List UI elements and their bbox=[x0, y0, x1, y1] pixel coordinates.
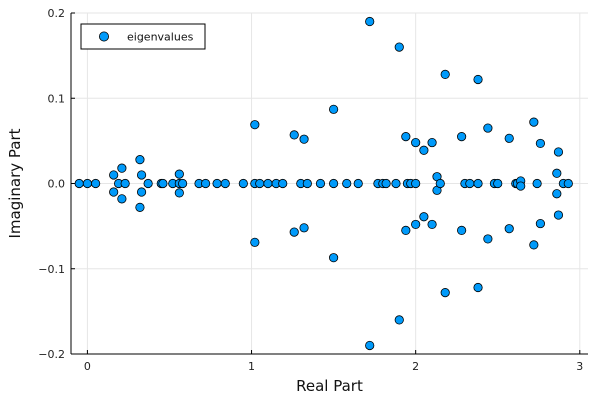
data-point bbox=[493, 178, 503, 189]
data-point bbox=[329, 178, 339, 189]
data-point bbox=[135, 155, 145, 165]
data-point bbox=[178, 178, 188, 189]
data-point bbox=[143, 178, 153, 189]
data-point bbox=[302, 178, 312, 189]
data-point bbox=[411, 137, 421, 148]
data-point bbox=[200, 178, 211, 189]
data-point bbox=[483, 234, 493, 244]
x-tick-label: 3 bbox=[576, 360, 583, 373]
data-point bbox=[553, 147, 564, 157]
data-point bbox=[289, 130, 299, 140]
data-point bbox=[136, 170, 147, 180]
data-point bbox=[535, 138, 546, 149]
data-point bbox=[117, 194, 127, 204]
data-point bbox=[473, 282, 483, 293]
legend-label: eigenvalues bbox=[127, 31, 194, 44]
data-point bbox=[473, 74, 483, 85]
data-point bbox=[289, 227, 299, 237]
data-point bbox=[529, 117, 539, 127]
data-point bbox=[250, 120, 260, 130]
data-point bbox=[457, 132, 467, 142]
axes bbox=[70, 12, 588, 355]
data-point bbox=[315, 178, 326, 189]
data-point bbox=[365, 340, 375, 351]
data-point bbox=[174, 169, 184, 179]
data-point bbox=[552, 189, 562, 199]
y-tick-label: −0.1 bbox=[38, 263, 65, 276]
data-point bbox=[74, 178, 84, 189]
legend: eigenvalues bbox=[80, 23, 206, 50]
x-axis-label: Real Part bbox=[296, 377, 363, 395]
data-point bbox=[220, 178, 230, 189]
data-point bbox=[238, 178, 248, 189]
data-point bbox=[278, 178, 288, 189]
y-tick-label: 0.2 bbox=[48, 7, 66, 20]
y-axis-label: Imaginary Part bbox=[6, 128, 24, 238]
data-point bbox=[174, 188, 184, 198]
data-point bbox=[411, 219, 421, 230]
data-point bbox=[342, 178, 352, 189]
data-point bbox=[553, 210, 564, 220]
data-point bbox=[401, 225, 411, 235]
data-point bbox=[419, 212, 429, 222]
data-point bbox=[381, 178, 391, 189]
data-point bbox=[504, 133, 514, 143]
data-point bbox=[299, 134, 309, 144]
data-points bbox=[74, 16, 573, 351]
data-point bbox=[329, 253, 339, 263]
data-point bbox=[135, 202, 145, 212]
y-tick-label: 0.1 bbox=[48, 92, 66, 105]
data-point bbox=[516, 181, 526, 191]
data-point bbox=[419, 145, 429, 155]
data-point bbox=[483, 123, 493, 133]
data-point bbox=[158, 178, 168, 189]
data-point bbox=[117, 163, 127, 173]
x-tick-label: 1 bbox=[248, 360, 255, 373]
y-tick-label: −0.2 bbox=[38, 348, 65, 361]
data-point bbox=[263, 178, 273, 189]
data-point bbox=[255, 178, 265, 189]
data-point bbox=[435, 178, 445, 189]
data-point bbox=[91, 178, 101, 189]
data-point bbox=[532, 178, 542, 189]
data-point bbox=[427, 219, 437, 230]
data-point bbox=[329, 104, 339, 114]
data-point bbox=[353, 178, 363, 189]
data-point bbox=[401, 132, 411, 142]
data-point bbox=[391, 178, 401, 189]
data-point bbox=[563, 178, 573, 189]
data-point bbox=[440, 288, 450, 298]
data-point bbox=[250, 237, 260, 247]
data-point bbox=[120, 178, 130, 189]
x-tick-label: 2 bbox=[412, 360, 419, 373]
data-point bbox=[504, 224, 514, 234]
x-tick-label: 0 bbox=[84, 360, 91, 373]
data-point bbox=[394, 315, 404, 325]
data-point bbox=[473, 178, 483, 189]
data-point bbox=[394, 42, 404, 52]
data-point bbox=[109, 187, 119, 197]
data-point bbox=[299, 223, 309, 233]
data-point bbox=[440, 69, 450, 79]
data-point bbox=[411, 178, 421, 189]
data-point bbox=[136, 187, 147, 197]
data-point bbox=[465, 178, 475, 189]
data-point bbox=[529, 240, 539, 250]
tick-labels: 0 1 2 3 −0.2 −0.1 0.0 0.1 0.2 bbox=[38, 7, 583, 373]
data-point bbox=[457, 225, 467, 235]
legend-marker bbox=[99, 31, 110, 42]
data-point bbox=[82, 178, 93, 189]
data-point bbox=[427, 137, 437, 148]
data-point bbox=[212, 178, 222, 189]
legend-box bbox=[80, 23, 206, 50]
data-point bbox=[552, 168, 562, 178]
data-point bbox=[535, 218, 546, 229]
data-point bbox=[109, 170, 119, 180]
data-point bbox=[365, 16, 375, 27]
y-tick-label: 0.0 bbox=[48, 178, 66, 191]
